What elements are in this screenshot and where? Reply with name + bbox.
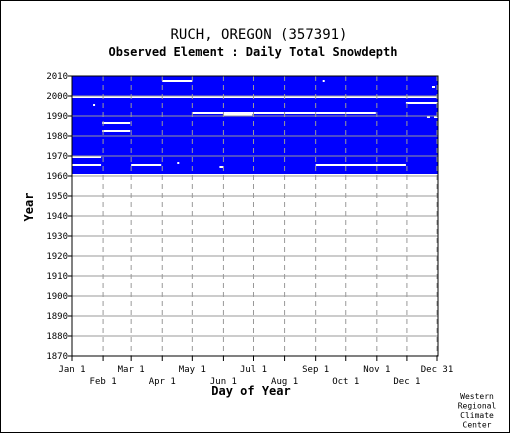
missing-data-gap <box>315 164 406 166</box>
missing-data-gap <box>405 102 438 104</box>
y-tick-label: 1920 <box>46 252 68 262</box>
grid-layer <box>72 76 438 356</box>
x-tick-label: Nov 1 <box>363 365 390 375</box>
y-tick-label: 1950 <box>46 192 68 202</box>
x-axis-label: Day of Year <box>211 384 290 398</box>
data-layer <box>72 76 438 174</box>
missing-data-gap <box>433 116 438 118</box>
missing-data-gap <box>131 164 162 166</box>
x-tick-label: Dec 31 <box>421 365 454 375</box>
y-tick-label: 1870 <box>46 352 68 362</box>
x-tick-label: May 1 <box>179 365 206 375</box>
y-tick-label: 1880 <box>46 332 68 342</box>
y-tick-label: 1910 <box>46 272 68 282</box>
x-tick-label: Mar 1 <box>118 365 145 375</box>
credit-line: Climate <box>460 411 494 420</box>
y-tick-label: 1890 <box>46 312 68 322</box>
missing-data-gap <box>177 162 180 164</box>
missing-data-gap <box>223 114 253 116</box>
y-tick-label: 1900 <box>46 292 68 302</box>
missing-data-gap <box>431 86 435 88</box>
x-axis-ticks: Jan 1 Mar 1 May 1 Jul 1 Sep 1 Nov 1 Dec 31 Feb … <box>58 356 453 387</box>
x-tick-label: Feb 1 <box>90 377 117 387</box>
missing-data-gap <box>322 80 325 82</box>
credit-line: Regional <box>458 402 497 411</box>
x-tick-label: Jun 1 <box>210 377 237 387</box>
y-tick-label: 1990 <box>46 112 68 122</box>
chart-title: RUCH, OREGON (357391) <box>170 27 347 43</box>
missing-data-gap <box>102 130 131 132</box>
missing-data-gap <box>72 156 102 158</box>
missing-data-gap <box>72 96 438 98</box>
credit-line: Center <box>463 421 492 430</box>
x-tick-label: Sep 1 <box>302 365 329 375</box>
missing-data-gap <box>102 122 131 124</box>
y-axis-label: Year <box>22 193 36 222</box>
x-tick-label: Apr 1 <box>149 377 176 387</box>
x-tick-label: Oct 1 <box>332 377 359 387</box>
y-tick-label: 1940 <box>46 212 68 222</box>
x-tick-label: Aug 1 <box>271 377 298 387</box>
y-tick-label: 1980 <box>46 132 68 142</box>
missing-data-gap <box>426 116 430 118</box>
x-tick-label: Jul 1 <box>240 365 267 375</box>
y-tick-label: 2000 <box>46 92 68 102</box>
observed-data-block <box>72 76 438 174</box>
y-tick-label: 1960 <box>46 172 68 182</box>
missing-data-gap <box>93 104 96 106</box>
x-tick-label: Jan 1 <box>58 365 85 375</box>
missing-data-gap <box>162 80 193 82</box>
y-tick-label: 1930 <box>46 232 68 242</box>
credit-line: Western <box>460 392 494 401</box>
y-tick-label: 2010 <box>46 72 68 82</box>
missing-data-gap <box>219 166 224 168</box>
missing-data-gap <box>72 164 102 166</box>
y-tick-label: 1970 <box>46 152 68 162</box>
y-axis-ticks: 1870 1880 1890 1900 1910 1920 1930 1940 1950 1960… <box>46 72 72 362</box>
missing-data-gap <box>192 112 376 114</box>
chart-subtitle: Observed Element : Daily Total Snowdepth <box>109 45 398 59</box>
x-tick-label: Dec 1 <box>393 377 420 387</box>
